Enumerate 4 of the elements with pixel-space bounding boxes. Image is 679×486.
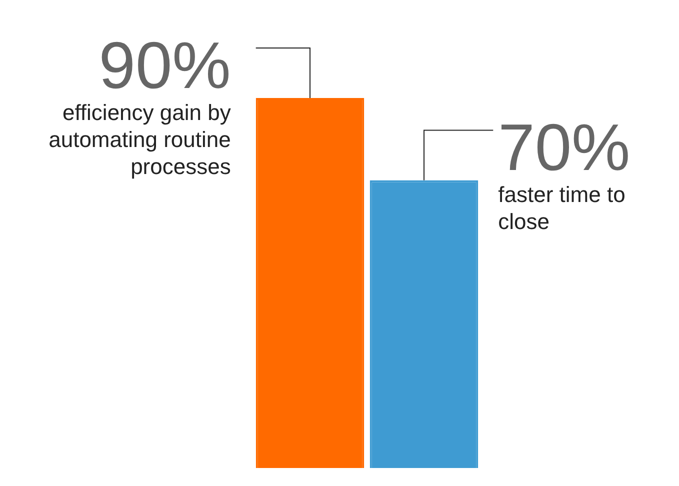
text: efficiency gain by automating routine processes: [48, 100, 231, 179]
data-label: 70%: [498, 110, 630, 184]
data-label: 90%: [98, 28, 231, 102]
text: faster time to close: [498, 182, 626, 234]
